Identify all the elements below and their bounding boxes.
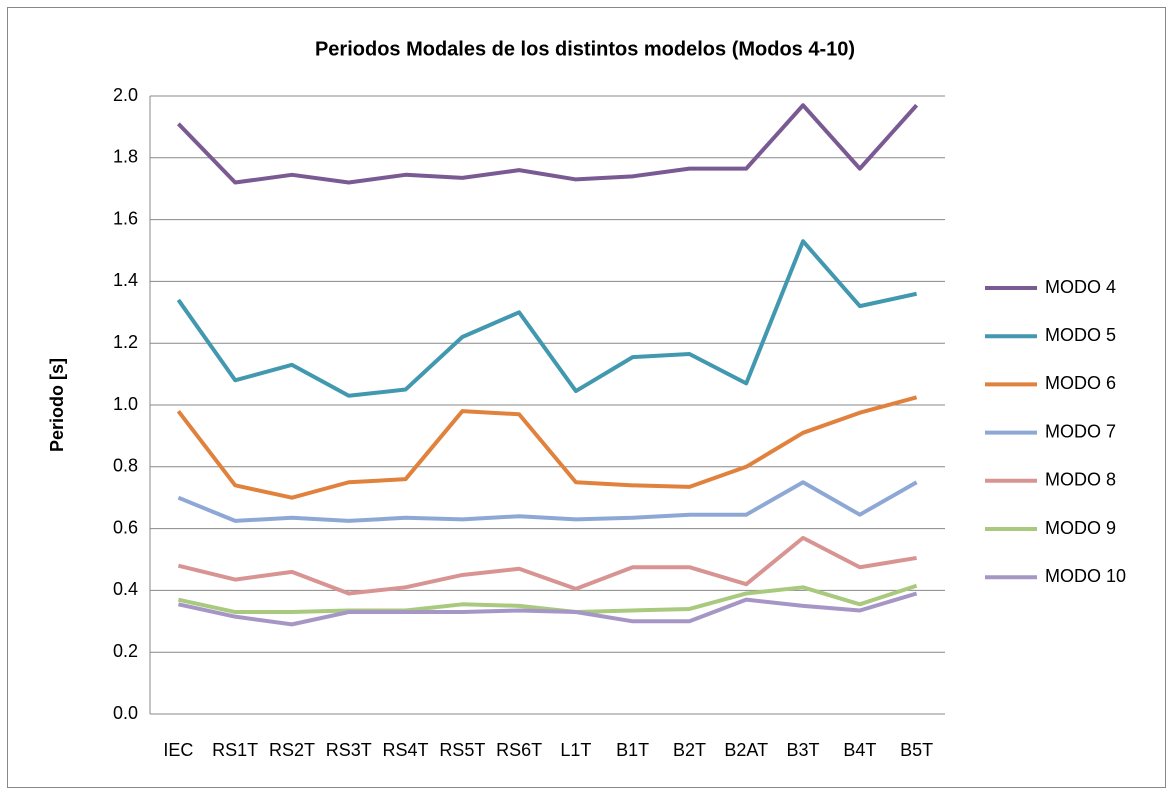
y-axis-label: Periodo [s] (47, 358, 67, 452)
series-line (176, 103, 919, 185)
series-line (177, 480, 918, 523)
y-tick-label: 1.6 (113, 208, 138, 228)
y-tick-label: 1.4 (113, 270, 138, 290)
y-tick-label: 1.8 (113, 147, 138, 167)
x-tick-label: B2T (673, 740, 706, 760)
x-tick-label: RS2T (269, 740, 315, 760)
legend-label: MODO 7 (1045, 421, 1116, 441)
y-tick-label: 0.6 (113, 517, 138, 537)
series-line (177, 535, 917, 596)
y-tick-label: 1.2 (113, 332, 138, 352)
y-tick-label: 0.4 (113, 579, 138, 599)
y-tick-label: 0.0 (113, 703, 138, 723)
y-tick-label: 2.0 (113, 85, 138, 105)
x-tick-label: B1T (616, 740, 649, 760)
y-tick-label: 0.2 (113, 641, 138, 661)
x-tick-label: RS3T (326, 740, 372, 760)
legend-label: MODO 8 (1045, 470, 1116, 490)
legend-label: MODO 6 (1045, 373, 1116, 393)
x-tick-label: L1T (560, 740, 591, 760)
series-line (176, 239, 918, 398)
x-tick-label: RS6T (496, 740, 542, 760)
x-tick-label: B2AT (724, 740, 768, 760)
legend-label: MODO 5 (1045, 325, 1116, 345)
x-tick-label: IEC (163, 740, 193, 760)
series-line (177, 583, 918, 615)
x-tick-label: B3T (787, 740, 820, 760)
x-tick-label: RS1T (212, 740, 258, 760)
series-line (176, 395, 918, 500)
legend-label: MODO 4 (1045, 277, 1116, 297)
legend-label: MODO 9 (1045, 518, 1116, 538)
legend-label: MODO 10 (1045, 566, 1126, 586)
y-tick-label: 1.0 (113, 394, 138, 414)
chart-title: Periodos Modales de los distintos modelo… (315, 38, 855, 60)
x-tick-label: B5T (900, 740, 933, 760)
chart-border (7, 7, 1166, 788)
x-tick-label: RS4T (383, 740, 429, 760)
x-tick-label: B4T (843, 740, 876, 760)
series-line (177, 591, 918, 627)
y-tick-label: 0.8 (113, 456, 138, 476)
x-tick-label: RS5T (439, 740, 485, 760)
